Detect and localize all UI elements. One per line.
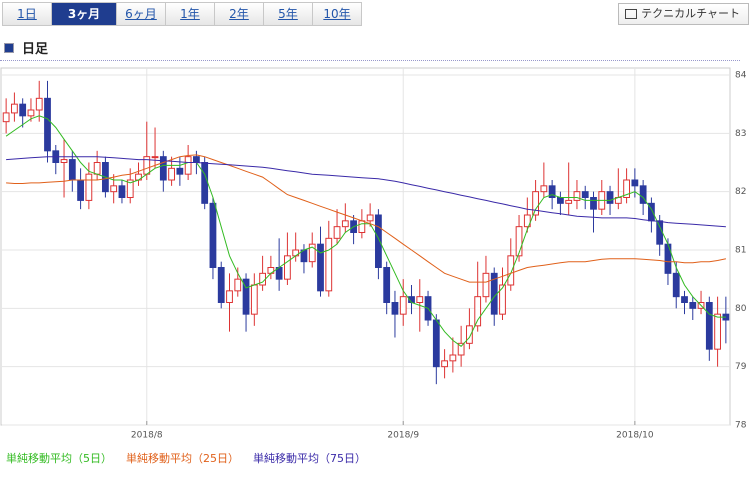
y-tick-label: 81 xyxy=(735,246,746,256)
candle-body xyxy=(35,97,43,111)
legend-entry: 単純移動平均（75日） xyxy=(253,452,366,465)
candle-body xyxy=(672,272,680,298)
range-tab[interactable]: 2年 xyxy=(214,2,264,26)
candle-body xyxy=(44,97,51,152)
candle-body xyxy=(284,255,291,280)
candle-body xyxy=(375,214,382,268)
candle-body xyxy=(358,220,366,233)
candle-body xyxy=(93,162,101,175)
candle-body xyxy=(325,237,333,292)
candle-body xyxy=(201,162,209,204)
candle-body xyxy=(499,284,506,315)
technical-chart-button[interactable]: テクニカルチャート xyxy=(618,3,749,25)
candle-body xyxy=(532,191,539,216)
candle-body xyxy=(27,109,35,117)
candle-body xyxy=(234,278,242,292)
candle-body xyxy=(308,243,316,263)
candle-body xyxy=(631,179,639,187)
candle-body xyxy=(118,185,126,198)
legend-entry: 単純移動平均（5日） xyxy=(6,452,112,465)
candle-body xyxy=(705,302,713,350)
moving-average-line xyxy=(6,156,726,228)
candle-body xyxy=(11,103,18,114)
y-tick-label: 83 xyxy=(735,129,746,139)
candle-body xyxy=(151,156,159,159)
candle-body xyxy=(383,267,391,303)
candle-body xyxy=(2,112,10,123)
x-tick-label: 2018/8 xyxy=(131,431,163,441)
candle-body xyxy=(606,191,614,204)
candle-body xyxy=(457,342,465,356)
candle-body xyxy=(60,159,68,163)
candle-body xyxy=(714,313,721,350)
candle-body xyxy=(432,319,440,368)
y-tick-label: 82 xyxy=(735,187,746,197)
moving-average-line xyxy=(5,115,726,347)
candle-body xyxy=(639,185,647,204)
candle-body xyxy=(317,243,324,292)
candle-body xyxy=(366,214,374,222)
candle-body xyxy=(19,103,27,117)
candle-body xyxy=(242,278,250,315)
legend: 単純移動平均（5日） 単純移動平均（25日） 単純移動平均（75日） xyxy=(6,450,366,466)
candle-body xyxy=(209,202,217,268)
range-tabs: 1日 3ヶ月 6ヶ月 1年 2年 5年 10年 xyxy=(2,2,362,26)
range-tab[interactable]: 6ヶ月 xyxy=(116,2,166,26)
candle-body xyxy=(126,179,134,198)
separator xyxy=(0,60,740,61)
candle-body xyxy=(168,167,175,181)
candle-body xyxy=(482,272,490,298)
candle-body xyxy=(68,159,76,181)
candle-body xyxy=(441,360,448,368)
legend-entry: 単純移動平均（25日） xyxy=(126,452,239,465)
candle-body xyxy=(540,185,548,193)
x-tick-label: 2018/10 xyxy=(616,431,654,441)
candle-body xyxy=(689,302,697,309)
candle-body xyxy=(341,220,349,228)
plot-area xyxy=(0,67,731,426)
moving-average-line xyxy=(6,154,727,283)
candle-body xyxy=(159,156,167,181)
candle-body xyxy=(581,191,589,199)
candle-body xyxy=(565,199,573,204)
candle-body xyxy=(77,179,84,201)
candle-body xyxy=(217,267,225,303)
candle-body xyxy=(681,296,688,303)
candle-body xyxy=(193,156,200,164)
candle-body xyxy=(250,284,258,315)
candle-body xyxy=(656,220,664,245)
range-tab[interactable]: 10年 xyxy=(312,2,362,26)
range-tab[interactable]: 1日 xyxy=(2,2,52,26)
candle-body xyxy=(623,179,630,198)
range-tab[interactable]: 3ヶ月 xyxy=(51,2,117,26)
candle-body xyxy=(176,167,184,175)
candle-body xyxy=(515,226,523,257)
y-tick-label: 84 xyxy=(735,71,747,81)
candle-body xyxy=(416,296,424,303)
y-tick-label: 78 xyxy=(735,421,747,431)
candle-body xyxy=(507,255,515,286)
candle-body xyxy=(466,325,473,344)
candle-body xyxy=(226,290,233,304)
candle-body xyxy=(449,354,457,362)
y-tick-label: 79 xyxy=(735,362,747,372)
candle-body xyxy=(590,197,597,210)
candle-body xyxy=(474,296,482,327)
candle-body xyxy=(548,185,556,198)
candle-body xyxy=(523,214,531,228)
candle-body xyxy=(557,197,564,204)
candle-body xyxy=(184,156,192,175)
candle-body xyxy=(110,185,118,193)
candle-body xyxy=(399,296,407,315)
candle-body xyxy=(391,302,399,315)
candle-body xyxy=(573,191,581,201)
y-tick-label: 80 xyxy=(735,304,747,314)
chart: 78 79 80 81 82 83 84 2018/8 2018/9 2018/10 xyxy=(0,67,747,441)
x-tick-label: 2018/9 xyxy=(387,431,419,441)
candle-body xyxy=(85,173,93,201)
candle-body xyxy=(333,226,341,239)
section-title: 日足 xyxy=(4,38,48,57)
